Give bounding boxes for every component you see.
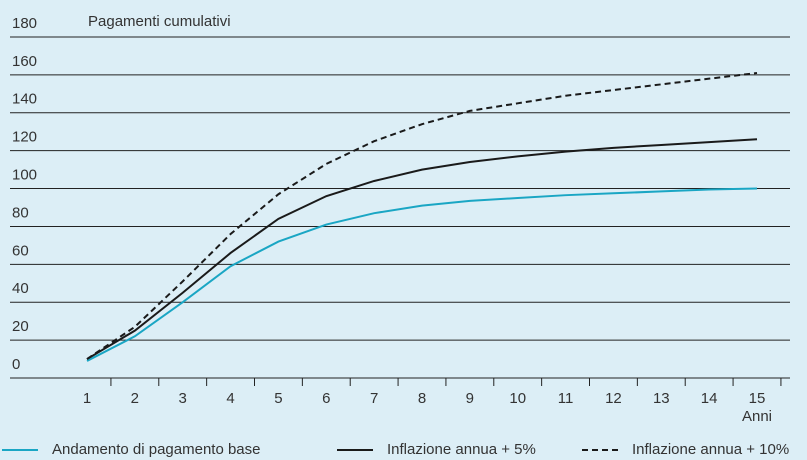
legend-label: Inflazione annua + 10% xyxy=(632,441,789,458)
y-tick-label: 100 xyxy=(12,167,37,184)
x-axis-label: Anni xyxy=(742,408,772,425)
x-tick-label: 4 xyxy=(226,390,234,407)
x-tick-label: 3 xyxy=(179,390,187,407)
x-tick-label: 15 xyxy=(749,390,766,407)
legend-label: Inflazione annua + 5% xyxy=(387,441,536,458)
x-tick-label: 6 xyxy=(322,390,330,407)
series-line xyxy=(86,72,758,360)
y-tick-label: 80 xyxy=(12,204,29,221)
x-tick-label: 2 xyxy=(131,390,139,407)
legend-label: Andamento di pagamento base xyxy=(52,441,260,458)
series-line xyxy=(86,187,758,362)
y-tick-label: 0 xyxy=(12,356,20,373)
x-tick-label: 13 xyxy=(653,390,670,407)
x-tick-label: 5 xyxy=(274,390,282,407)
y-tick-label: 20 xyxy=(12,318,29,335)
y-tick-label: 160 xyxy=(12,53,37,70)
x-tick-label: 11 xyxy=(558,390,574,407)
x-tick-label: 8 xyxy=(418,390,426,407)
y-axis-label: Pagamenti cumulativi xyxy=(88,13,231,30)
y-tick-label: 180 xyxy=(12,15,37,32)
y-tick-label: 140 xyxy=(12,91,37,108)
x-tick-label: 7 xyxy=(370,390,378,407)
x-tick-label: 12 xyxy=(605,390,622,407)
x-tick-label: 14 xyxy=(701,390,718,407)
x-tick-label: 1 xyxy=(83,390,91,407)
y-tick-label: 40 xyxy=(12,280,29,297)
x-tick-label: 9 xyxy=(466,390,474,407)
x-tick-label: 10 xyxy=(509,390,526,407)
series-line xyxy=(86,138,758,360)
y-tick-label: 60 xyxy=(12,242,29,259)
y-tick-label: 120 xyxy=(12,129,37,146)
